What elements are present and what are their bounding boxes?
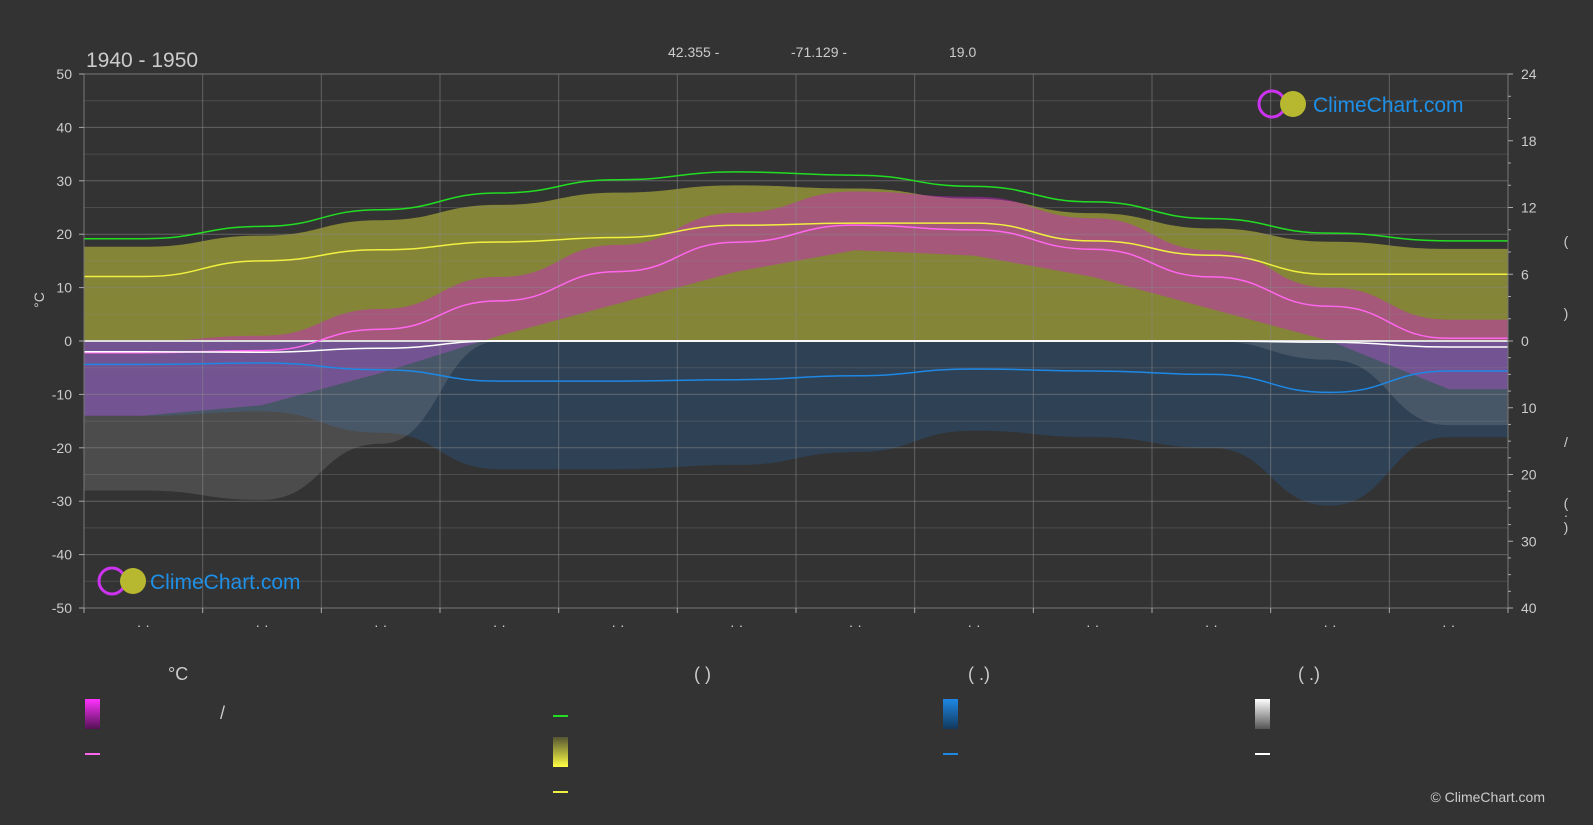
left-tick-label: -20 <box>52 440 72 456</box>
left-tick-label: -10 <box>52 386 72 402</box>
lines-layer <box>84 171 1508 394</box>
x-tick-label: · · <box>255 617 268 633</box>
right-upper-tick-label: 12 <box>1521 200 1537 216</box>
longitude-label: -71.129 - <box>791 44 847 60</box>
right-upper-glyph-open: ( <box>1564 233 1569 249</box>
right-upper-tick-label: 6 <box>1521 266 1529 282</box>
right-axis: 24 18 12 6 0 10 20 30 40 <box>1508 66 1537 616</box>
right-lower-tick-label: 20 <box>1521 467 1537 483</box>
x-tick-label: · · <box>493 617 506 633</box>
legend-avg-temp-swatch <box>85 753 100 755</box>
elevation-label: 19.0 <box>949 44 976 60</box>
left-tick-label: 20 <box>56 226 72 242</box>
right-lower-glyph-dot: · <box>1564 507 1569 523</box>
left-tick-label: 50 <box>56 66 72 82</box>
x-tick-label: · · <box>849 617 862 633</box>
logo-top: ClimeChart.com <box>1257 89 1464 119</box>
right-lower-glyph-close: ) <box>1564 519 1569 535</box>
x-tick-label: · · <box>1323 617 1336 633</box>
x-tick-label: · · <box>137 617 150 633</box>
legend-snow-avg-swatch <box>1255 753 1270 755</box>
x-axis: · · · · · · · · · · · · · · · · · · · · · · · · <box>83 608 1509 633</box>
right-lower-glyph-slash: / <box>1564 434 1568 450</box>
right-upper-tick-label: 0 <box>1521 333 1529 349</box>
legend-sun-header: ( ) <box>694 664 711 684</box>
left-axis: 50 40 30 20 10 0 -10 -20 -30 -40 -50 <box>52 66 84 616</box>
right-lower-glyph-open: ( <box>1564 495 1569 511</box>
left-tick-label: 0 <box>64 333 72 349</box>
legend-snow-range-swatch <box>1255 699 1270 729</box>
x-tick-label: · · <box>374 617 387 633</box>
right-upper-tick-label: 24 <box>1521 66 1537 82</box>
legend-rain-header: ( .) <box>968 664 990 684</box>
x-tick-label: · · <box>1086 617 1099 633</box>
x-tick-label: · · <box>611 617 624 633</box>
x-tick-label: · · <box>730 617 743 633</box>
logo-sun-icon <box>1280 91 1306 117</box>
right-upper-tick-label: 18 <box>1521 133 1537 149</box>
x-tick-label: · · <box>1205 617 1218 633</box>
legend-rain-range-swatch <box>943 699 958 729</box>
right-upper-glyph-close: ) <box>1564 305 1569 321</box>
logo-sun-icon <box>120 568 146 594</box>
legend-snow-header: ( .) <box>1298 664 1320 684</box>
x-tick-label: · · <box>967 617 980 633</box>
series-line-avg_temp <box>84 224 1508 354</box>
plot-area <box>84 74 1508 608</box>
series-line-snow <box>84 340 1508 354</box>
right-lower-tick-label: 10 <box>1521 400 1537 416</box>
legend-rain-avg-swatch <box>943 753 958 755</box>
logo-text-bottom: ClimeChart.com <box>150 571 301 594</box>
left-tick-label: 10 <box>56 280 72 296</box>
series-line-sunshine <box>84 222 1508 278</box>
series-line-rain <box>84 362 1508 394</box>
left-tick-label: -30 <box>52 493 72 509</box>
legend-daylight-swatch <box>553 715 568 717</box>
left-axis-title: °C <box>31 292 47 308</box>
legend-temp-header: °C <box>168 664 189 684</box>
latitude-label: 42.355 - <box>668 44 720 60</box>
right-lower-tick-label: 30 <box>1521 533 1537 549</box>
period-title: 1940 - 1950 <box>86 49 198 72</box>
left-tick-label: -40 <box>52 547 72 563</box>
left-tick-label: 40 <box>56 119 72 135</box>
logo-text-top: ClimeChart.com <box>1313 94 1464 117</box>
legend-temp-separator: / <box>220 703 226 723</box>
legend-temp-range-swatch <box>85 699 100 729</box>
logo-bottom: ClimeChart.com <box>97 566 301 596</box>
series-line-daylight <box>84 171 1508 242</box>
left-tick-label: -50 <box>52 600 72 616</box>
right-lower-tick-label: 40 <box>1521 600 1537 616</box>
legend-sunshine-avg-swatch <box>553 791 568 793</box>
copyright-text: © ClimeChart.com <box>1430 789 1545 805</box>
left-tick-label: 30 <box>56 173 72 189</box>
x-tick-label: · · <box>1442 617 1455 633</box>
legend-sunshine-range-swatch <box>553 737 568 767</box>
